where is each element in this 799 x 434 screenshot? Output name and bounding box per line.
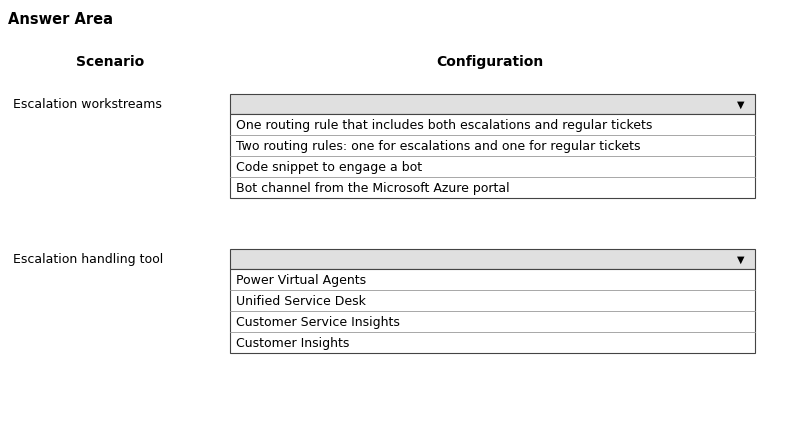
- Text: Code snippet to engage a bot: Code snippet to engage a bot: [236, 161, 422, 174]
- Text: Configuration: Configuration: [436, 55, 543, 69]
- FancyBboxPatch shape: [230, 270, 755, 353]
- Text: ▼: ▼: [737, 254, 745, 264]
- FancyBboxPatch shape: [230, 250, 755, 270]
- Text: Customer Service Insights: Customer Service Insights: [236, 315, 400, 328]
- Text: Unified Service Desk: Unified Service Desk: [236, 294, 366, 307]
- FancyBboxPatch shape: [230, 115, 755, 198]
- FancyBboxPatch shape: [230, 95, 755, 115]
- Text: ▼: ▼: [737, 100, 745, 110]
- Text: Bot channel from the Microsoft Azure portal: Bot channel from the Microsoft Azure por…: [236, 181, 510, 194]
- Text: Escalation workstreams: Escalation workstreams: [13, 98, 162, 111]
- Text: Two routing rules: one for escalations and one for regular tickets: Two routing rules: one for escalations a…: [236, 140, 641, 153]
- Text: Answer Area: Answer Area: [8, 12, 113, 27]
- Text: Escalation handling tool: Escalation handling tool: [13, 253, 163, 266]
- Text: Customer Insights: Customer Insights: [236, 336, 349, 349]
- Text: Power Virtual Agents: Power Virtual Agents: [236, 273, 366, 286]
- Text: One routing rule that includes both escalations and regular tickets: One routing rule that includes both esca…: [236, 119, 652, 132]
- Text: Scenario: Scenario: [76, 55, 144, 69]
